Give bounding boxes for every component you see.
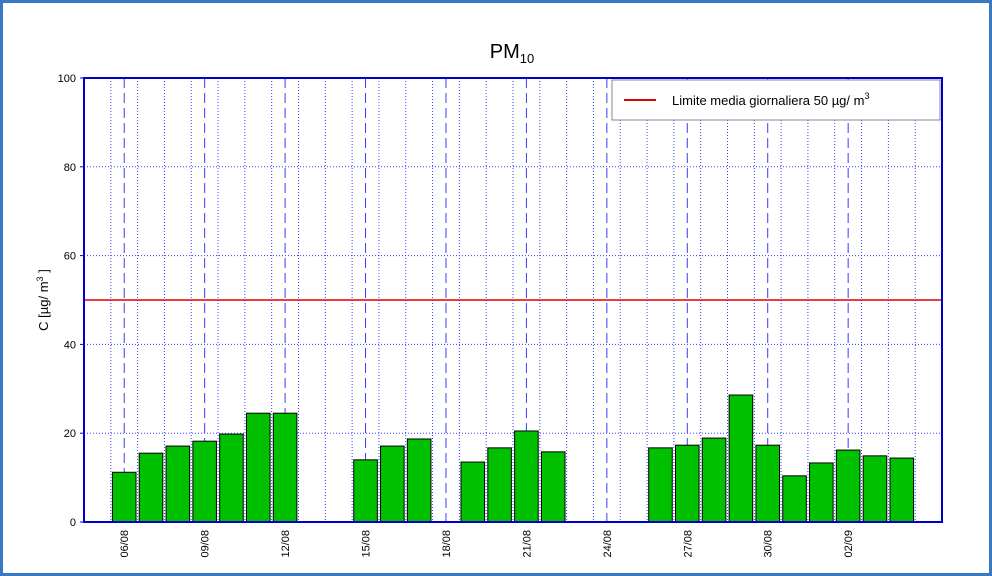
bar xyxy=(138,452,164,523)
y-tick-label: 20 xyxy=(64,428,76,440)
bar xyxy=(487,447,512,523)
plot-border xyxy=(83,77,943,523)
bar xyxy=(111,471,137,523)
bar xyxy=(219,433,244,523)
y-tick-label: 60 xyxy=(64,251,76,263)
y-tick-label: 100 xyxy=(58,73,76,85)
bar xyxy=(460,461,486,523)
x-tick-label: 15/08 xyxy=(361,530,373,558)
x-tick-label: 21/08 xyxy=(521,530,533,558)
y-label-sup: 3 xyxy=(35,276,45,281)
bar xyxy=(701,437,727,523)
y-label-suffix: ] xyxy=(36,269,51,276)
bar xyxy=(353,459,378,523)
x-tick-label: 02/09 xyxy=(843,530,855,558)
bar xyxy=(406,438,432,523)
bar xyxy=(755,444,781,523)
bar xyxy=(728,394,754,523)
legend-text: Limite media giornaliera 50 µg/ m xyxy=(672,93,864,108)
y-label-text: C [µg/ m xyxy=(36,281,51,330)
x-tick-label: 18/08 xyxy=(441,530,453,558)
bar xyxy=(835,449,861,523)
bar xyxy=(648,447,673,523)
y-tick-label: 80 xyxy=(64,162,76,174)
x-tick-label: 27/08 xyxy=(682,530,694,558)
bar xyxy=(540,451,566,523)
bar xyxy=(514,430,539,523)
x-tick-label: 12/08 xyxy=(280,530,292,558)
x-tick-label: 24/08 xyxy=(602,530,614,558)
title-subscript: 10 xyxy=(520,51,534,66)
bar xyxy=(674,444,700,523)
legend-entry: Limite media giornaliera 50 µg/ m3 xyxy=(672,91,869,108)
x-tick-label: 30/08 xyxy=(763,530,775,558)
legend-box xyxy=(611,79,941,121)
bar xyxy=(782,475,807,523)
bar xyxy=(889,457,915,523)
bar xyxy=(165,445,191,523)
legend-sup: 3 xyxy=(864,91,869,101)
chart-title: PM10 xyxy=(490,41,534,66)
x-tick-label: 06/08 xyxy=(119,530,131,558)
bar xyxy=(380,445,405,523)
bar xyxy=(809,462,834,523)
title-text: PM xyxy=(490,41,520,63)
x-tick-label: 09/08 xyxy=(200,530,212,558)
y-tick-label: 0 xyxy=(70,517,76,529)
bar xyxy=(272,412,298,523)
bar xyxy=(862,455,888,523)
bar xyxy=(245,412,271,523)
y-tick-label: 40 xyxy=(64,339,76,351)
bar xyxy=(192,440,217,523)
y-axis-label: C [µg/ m3 ] xyxy=(35,269,51,331)
